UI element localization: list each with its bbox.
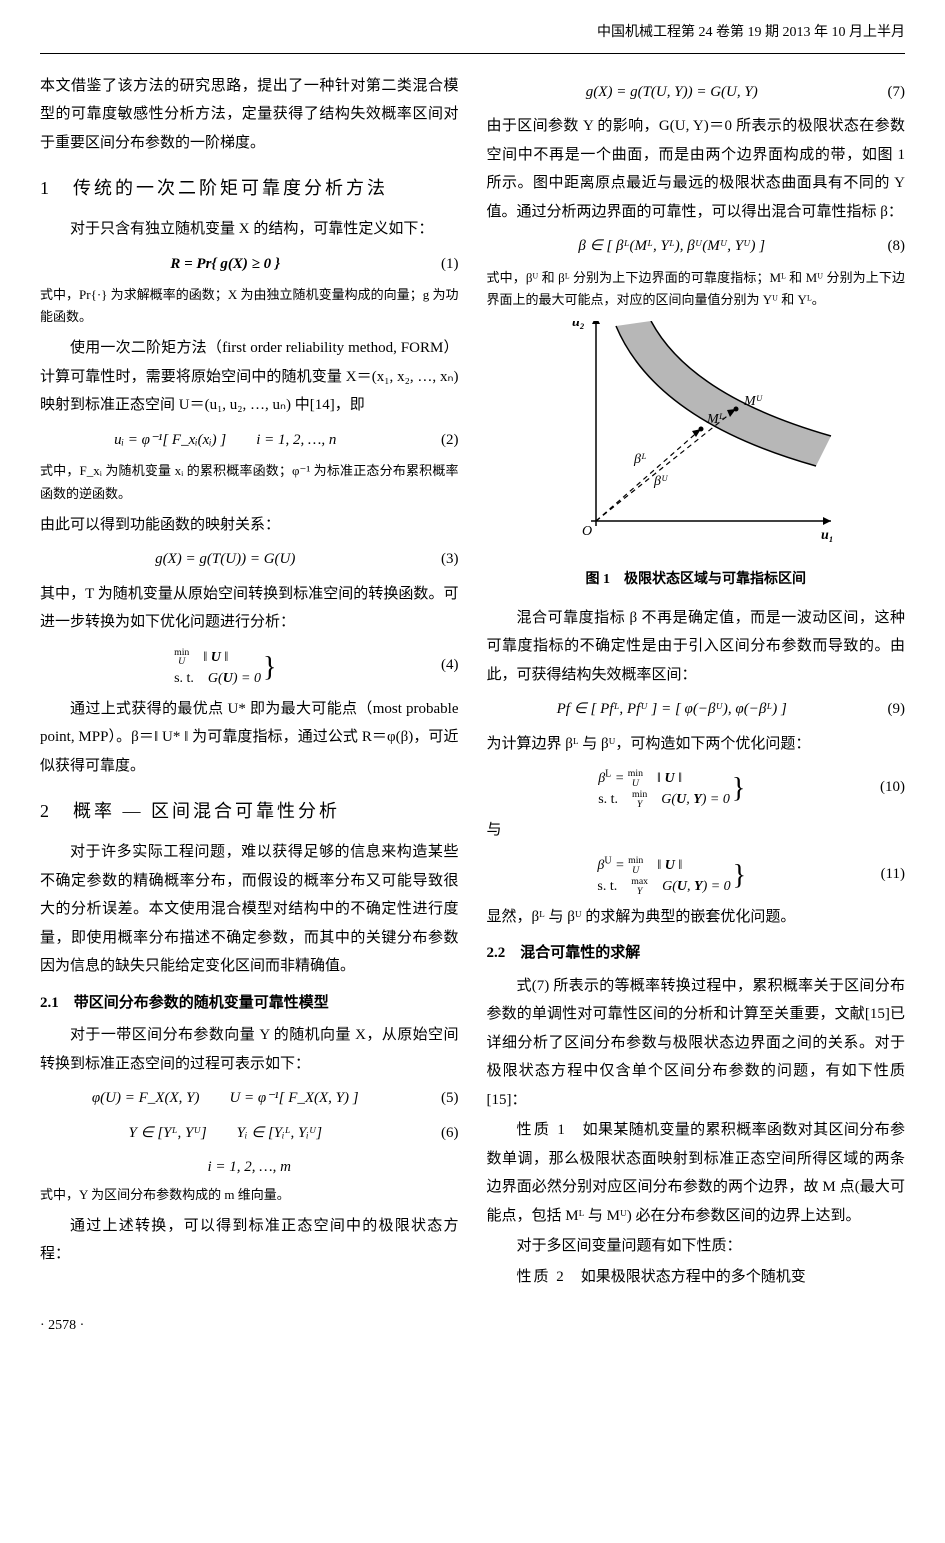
property-1: 性质 1 如果某随机变量的累积概率函数对其区间分布参数单调，那么极限状态面映射到…: [487, 1116, 906, 1230]
paragraph: 对于只含有独立随机变量 X 的结构，可靠性定义如下：: [40, 215, 459, 244]
left-column: 本文借鉴了该方法的研究思路，提出了一种针对第二类混合模型的可靠度敏感性分析方法，…: [40, 72, 459, 1294]
equation-1: R = Pr{ g(X) ≥ 0 } (1): [40, 250, 459, 279]
subsection-2-1-heading: 2.1 带区间分布参数的随机变量可靠性模型: [40, 989, 459, 1018]
intro-paragraph: 本文借鉴了该方法的研究思路，提出了一种针对第二类混合模型的可靠度敏感性分析方法，…: [40, 72, 459, 158]
property-1-label: 性质 1: [517, 1122, 567, 1138]
equation-10: βL = minU ‖ U ‖ s. t. minY G(U, Y) = 0 }…: [487, 764, 906, 810]
svg-text:βᴸ: βᴸ: [633, 452, 647, 467]
paragraph: 对于一带区间分布参数向量 Y 的随机向量 X，从原始空间转换到标准正态空间的过程…: [40, 1021, 459, 1078]
equation-5: φ(U) = F_X(X, Y) U = φ⁻¹[ F_X(X, Y) ] (5…: [40, 1084, 459, 1113]
paragraph: 通过上式获得的最优点 U* 即为最大可能点（most probable poin…: [40, 695, 459, 781]
section-2-heading: 2 概率 — 区间混合可靠性分析: [40, 794, 459, 828]
equation-8-note: 式中，βᵁ 和 βᴸ 分别为上下边界面的可靠度指标；Mᴸ 和 Mᵁ 分别为上下边…: [487, 267, 906, 311]
equation-1-note: 式中，Pr{·} 为求解概率的函数；X 为由独立随机变量构成的向量；g 为功能函…: [40, 284, 459, 328]
page-number: · 2578 ·: [40, 1313, 905, 1340]
running-header: 中国机械工程第 24 卷第 19 期 2013 年 10 月上半月: [40, 20, 905, 54]
figure-1-svg: Ou₁ u₂ Mᴸ Mᵁ βᴸβᵁ: [546, 321, 846, 551]
equation-6b: i = 1, 2, …, m: [40, 1153, 459, 1182]
svg-text:βᵁ: βᵁ: [653, 474, 669, 489]
figure-1-caption: 图 1 极限状态区域与可靠指标区间: [487, 567, 906, 594]
svg-text:Mᴸ: Mᴸ: [706, 412, 724, 427]
paragraph: 对于多区间变量问题有如下性质：: [487, 1232, 906, 1261]
paragraph: 显然，βᴸ 与 βᵁ 的求解为典型的嵌套优化问题。: [487, 903, 906, 932]
section-1-heading: 1 传统的一次二阶矩可靠度分析方法: [40, 171, 459, 205]
equation-2-note: 式中，F_xᵢ 为随机变量 xᵢ 的累积概率函数；φ⁻¹ 为标准正态分布累积概率…: [40, 460, 459, 504]
svg-text:u₂: u₂: [572, 321, 585, 330]
paragraph: 使用一次二阶矩方法（first order reliability method…: [40, 334, 459, 420]
equation-6-note: 式中，Y 为区间分布参数构成的 m 维向量。: [40, 1184, 459, 1206]
paragraph: 混合可靠度指标 β 不再是确定值，而是一波动区间，这种可靠度指标的不确定性是由于…: [487, 604, 906, 690]
svg-text:Mᵁ: Mᵁ: [743, 394, 764, 409]
equation-6: Y ∈ [Yᴸ, Yᵁ] Yᵢ ∈ [Yᵢᴸ, Yᵢᵁ] (6): [40, 1119, 459, 1148]
paragraph-and: 与: [487, 816, 906, 845]
property-2-label: 性质 2: [517, 1269, 566, 1285]
svg-text:u₁: u₁: [821, 528, 834, 543]
subsection-2-2-heading: 2.2 混合可靠性的求解: [487, 939, 906, 968]
svg-text:O: O: [582, 524, 592, 539]
paragraph: 通过上述转换，可以得到标准正态空间中的极限状态方程：: [40, 1212, 459, 1269]
figure-1: Ou₁ u₂ Mᴸ Mᵁ βᴸβᵁ: [487, 321, 906, 562]
two-column-layout: 本文借鉴了该方法的研究思路，提出了一种针对第二类混合模型的可靠度敏感性分析方法，…: [40, 72, 905, 1294]
paragraph: 为计算边界 βᴸ 与 βᵁ，可构造如下两个优化问题：: [487, 730, 906, 759]
equation-8: β ∈ [ βᴸ(Mᴸ, Yᴸ), βᵁ(Mᵁ, Yᵁ) ] (8): [487, 232, 906, 261]
property-2-text: 如果极限状态方程中的多个随机变: [566, 1269, 806, 1285]
paragraph: 式(7) 所表示的等概率转换过程中，累积概率关于区间分布参数的单调性对可靠性区间…: [487, 972, 906, 1115]
equation-4: minU ‖ U ‖ s. t. G(U) = 0 } (4): [40, 643, 459, 689]
paragraph: 由此可以得到功能函数的映射关系：: [40, 511, 459, 540]
paragraph: 由于区间参数 Y 的影响，G(U, Y)＝0 所表示的极限状态在参数空间中不再是…: [487, 112, 906, 226]
equation-11: βU = minU ‖ U ‖ s. t. maxY G(U, Y) = 0 }…: [487, 851, 906, 897]
equation-7: g(X) = g(T(U, Y)) = G(U, Y) (7): [487, 78, 906, 107]
equation-9: Pf ∈ [ Pfᴸ, Pfᵁ ] = [ φ(−βᵁ), φ(−βᴸ) ] (…: [487, 695, 906, 724]
equation-2: uᵢ = φ⁻¹[ F_xᵢ(xᵢ) ] i = 1, 2, …, n (2): [40, 426, 459, 455]
paragraph: 对于许多实际工程问题，难以获得足够的信息来构造某些不确定参数的精确概率分布，而假…: [40, 838, 459, 981]
property-2: 性质 2 如果极限状态方程中的多个随机变: [487, 1263, 906, 1292]
paragraph: 其中，T 为随机变量从原始空间转换到标准空间的转换函数。可进一步转换为如下优化问…: [40, 580, 459, 637]
equation-3: g(X) = g(T(U)) = G(U) (3): [40, 545, 459, 574]
right-column: g(X) = g(T(U, Y)) = G(U, Y) (7) 由于区间参数 Y…: [487, 72, 906, 1294]
